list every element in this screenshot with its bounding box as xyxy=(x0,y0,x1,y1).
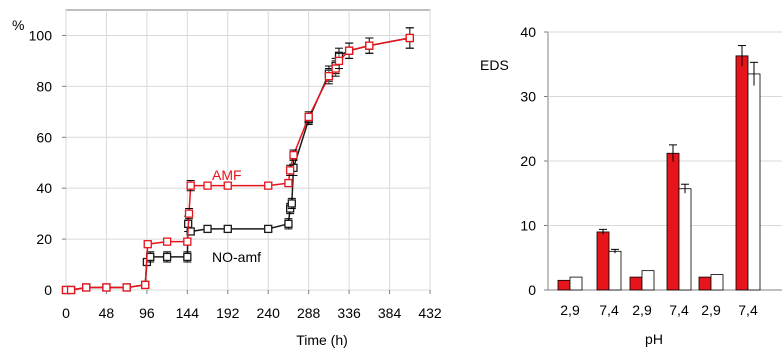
eds-y-tick-label: 40 xyxy=(520,24,536,40)
data-point xyxy=(264,224,273,234)
data-point xyxy=(162,237,172,246)
x-tick-label: 48 xyxy=(99,305,115,321)
data-point xyxy=(203,181,212,190)
data-point xyxy=(102,283,111,292)
eds-x-tick-label: 2,9 xyxy=(701,302,721,318)
eds-bar-open xyxy=(608,250,622,291)
release-ticks: 0 48 96 144 192 240 288 336 384 432 0 20 40 60 80 100 xyxy=(29,27,442,321)
data-point xyxy=(162,252,172,262)
data-point xyxy=(223,224,232,234)
eds-x-tick-label: 7,4 xyxy=(738,302,758,318)
data-point xyxy=(405,33,414,43)
data-point xyxy=(183,237,192,246)
data-point xyxy=(143,240,152,249)
eds-bar-open xyxy=(710,274,724,291)
x-tick-label: 0 xyxy=(62,305,70,321)
eds-y-tick-label: 20 xyxy=(520,153,536,169)
data-point xyxy=(122,283,131,292)
y-tick-label: 0 xyxy=(44,282,52,298)
data-point xyxy=(304,112,313,122)
data-point xyxy=(184,209,194,218)
data-point xyxy=(183,252,192,262)
x-tick-label: 96 xyxy=(139,305,155,321)
eds-y-tick-label: 30 xyxy=(520,89,536,105)
x-tick-label: 336 xyxy=(337,305,361,321)
eds-x-tick-label: 7,4 xyxy=(669,302,689,318)
eds-bar-filled xyxy=(666,152,680,291)
data-point xyxy=(223,181,232,190)
data-point xyxy=(264,181,273,190)
eds-bar-open xyxy=(569,276,583,291)
legend-label-amf: AMF xyxy=(212,167,242,183)
y-tick-label: 60 xyxy=(36,129,52,145)
release-y-axis-label: % xyxy=(12,17,24,33)
y-tick-label: 20 xyxy=(36,231,52,247)
eds-bar-open xyxy=(678,188,692,291)
data-point xyxy=(334,56,344,66)
x-tick-label: 288 xyxy=(297,305,321,321)
y-tick-label: 80 xyxy=(36,78,52,94)
eds-bar-filled xyxy=(629,276,643,291)
eds-bar-filled xyxy=(735,55,749,291)
data-point xyxy=(287,199,296,208)
y-tick-label: 100 xyxy=(29,27,53,43)
data-point xyxy=(66,285,76,295)
data-point xyxy=(284,219,293,228)
data-point xyxy=(344,46,354,55)
data-point xyxy=(285,166,295,175)
data-point xyxy=(186,181,195,190)
data-point xyxy=(82,283,91,292)
eds-x-tick-label: 2,9 xyxy=(560,302,580,318)
eds-bar-filled xyxy=(557,279,571,291)
eds-ticks: 0 10 20 30 40 2,9 7,4 2,9 7,4 2,9 7,4 xyxy=(520,24,758,318)
release-x-axis-label: Time (h) xyxy=(296,332,348,348)
data-point xyxy=(365,41,374,50)
eds-bar-open xyxy=(747,73,761,291)
eds-bar-filled xyxy=(596,231,610,291)
data-point xyxy=(289,150,298,160)
data-point xyxy=(141,280,150,290)
eds-y-tick-label: 0 xyxy=(528,282,536,298)
eds-chart: 0 10 20 30 40 2,9 7,4 2,9 7,4 2,9 7,4 EDS pH xyxy=(480,24,782,347)
eds-x-tick-label: 7,4 xyxy=(599,302,619,318)
x-tick-label: 192 xyxy=(216,305,240,321)
x-tick-label: 240 xyxy=(257,305,281,321)
data-point xyxy=(284,178,293,188)
eds-x-axis-label: pH xyxy=(645,331,663,347)
release-chart: 0 48 96 144 192 240 288 336 384 432 0 20 40 60 80 100 %… xyxy=(12,9,442,348)
eds-y-axis-label: EDS xyxy=(480,57,509,73)
eds-bar-open xyxy=(641,270,655,291)
eds-y-tick-label: 10 xyxy=(520,218,536,234)
eds-x-tick-label: 2,9 xyxy=(632,302,652,318)
eds-bar-filled xyxy=(698,276,712,291)
data-point xyxy=(203,224,212,234)
release-series xyxy=(61,27,414,295)
eds-bars xyxy=(557,45,761,291)
release-plot-area xyxy=(65,9,431,291)
x-tick-label: 384 xyxy=(378,305,402,321)
legend-label-no-amf: NO-amf xyxy=(212,249,261,265)
x-tick-label: 144 xyxy=(176,305,200,321)
data-point xyxy=(324,72,334,81)
x-tick-label: 432 xyxy=(418,305,442,321)
y-tick-label: 40 xyxy=(36,180,52,196)
